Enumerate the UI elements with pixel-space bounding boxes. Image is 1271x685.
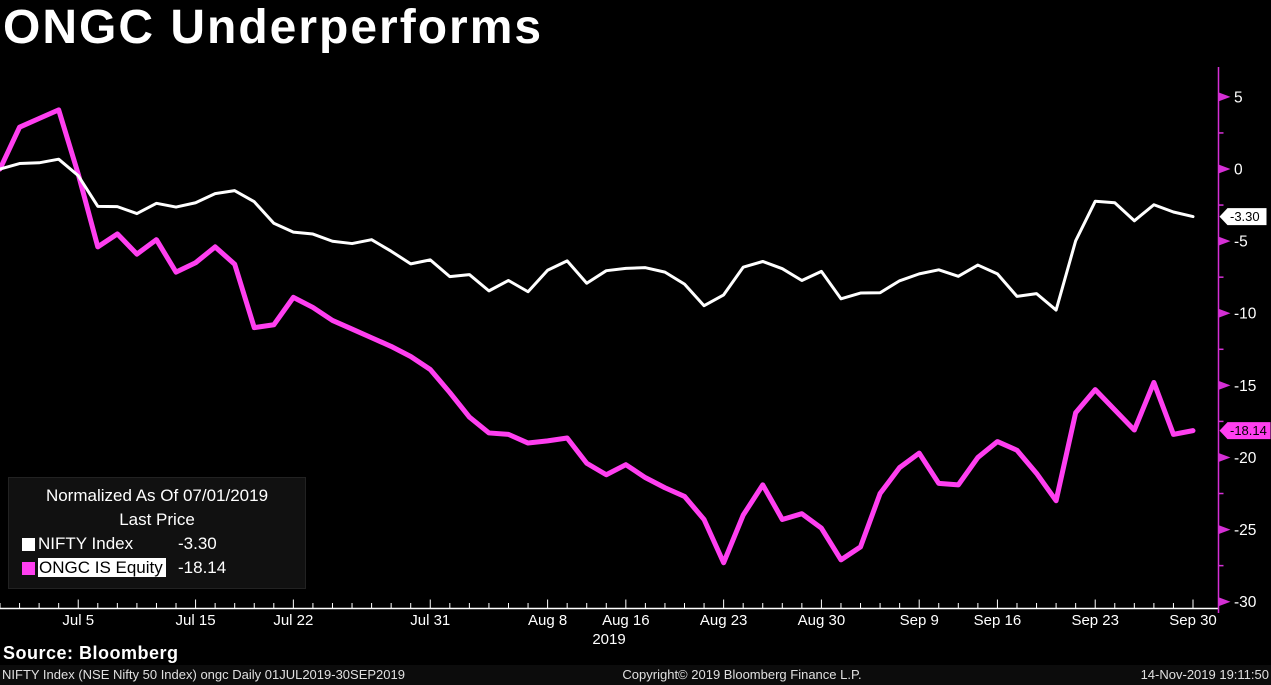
y-major-tick-arrow bbox=[1218, 164, 1231, 174]
y-tick-label: -30 bbox=[1234, 594, 1257, 611]
ongc-label: ONGC IS Equity bbox=[38, 556, 178, 580]
y-tick-label: 5 bbox=[1234, 89, 1243, 106]
ongc-label-highlight: ONGC IS Equity bbox=[38, 558, 166, 577]
last-price-tag: -18.14 bbox=[1219, 422, 1271, 440]
legend-entry-ongc[interactable]: ONGC IS Equity -18.14 bbox=[9, 556, 305, 580]
nifty-label: NIFTY Index bbox=[38, 534, 134, 553]
footer-bar: NIFTY Index (NSE Nifty 50 Index) ongc Da… bbox=[0, 665, 1271, 685]
x-tick-label: Aug 16 bbox=[602, 612, 650, 629]
last-price-tag-text: -18.14 bbox=[1230, 423, 1267, 438]
footer-timestamp: 14-Nov-2019 19:11:50 bbox=[1140, 667, 1269, 682]
footer-copyright: Copyright© 2019 Bloomberg Finance L.P. bbox=[622, 667, 862, 682]
legend-subtitle: Last Price bbox=[119, 510, 195, 529]
y-major-tick-arrow bbox=[1218, 92, 1231, 102]
last-price-tag: -3.30 bbox=[1219, 208, 1267, 226]
y-tick-label: -5 bbox=[1234, 234, 1248, 251]
y-major-tick-arrow bbox=[1218, 380, 1231, 390]
legend-normalized-note: Normalized As Of 07/01/2019 bbox=[45, 486, 269, 505]
last-price-tag-text: -3.30 bbox=[1230, 209, 1260, 224]
x-tick-label: Jul 22 bbox=[273, 612, 313, 629]
y-major-tick-arrow bbox=[1218, 452, 1231, 462]
y-tick-label: -15 bbox=[1234, 378, 1256, 395]
y-tick-label: -20 bbox=[1234, 450, 1257, 467]
series-line-nifty-index bbox=[0, 157, 1195, 312]
last-price-tag-box bbox=[1219, 208, 1267, 226]
x-tick-label: Aug 23 bbox=[700, 612, 748, 629]
x-tick-label: Jul 15 bbox=[176, 612, 216, 629]
legend-entry-nifty[interactable]: NIFTY Index -3.30 bbox=[9, 532, 305, 556]
x-tick-label: Jul 5 bbox=[62, 612, 94, 629]
source-attribution: Source: Bloomberg bbox=[3, 643, 179, 663]
x-axis-year-label: 2019 bbox=[592, 631, 625, 648]
footer-security-info: NIFTY Index (NSE Nifty 50 Index) ongc Da… bbox=[2, 667, 405, 682]
x-tick-label: Aug 8 bbox=[528, 612, 567, 629]
y-major-tick-arrow bbox=[1218, 597, 1231, 607]
x-tick-label: Aug 30 bbox=[798, 612, 846, 629]
y-tick-label: 0 bbox=[1234, 162, 1243, 179]
x-tick-label: Sep 30 bbox=[1169, 612, 1217, 629]
y-tick-label: -10 bbox=[1234, 306, 1257, 323]
ongc-swatch-icon bbox=[22, 561, 35, 575]
x-tick-label: Sep 23 bbox=[1071, 612, 1119, 629]
y-tick-label: -25 bbox=[1234, 522, 1256, 539]
ongc-last-price: -18.14 bbox=[178, 558, 227, 577]
x-tick-label: Jul 31 bbox=[410, 612, 450, 629]
y-major-tick-arrow bbox=[1218, 308, 1231, 318]
nifty-last-price: -3.30 bbox=[178, 534, 217, 553]
y-major-tick-arrow bbox=[1218, 525, 1231, 535]
last-price-tag-box bbox=[1219, 422, 1271, 440]
y-major-tick-arrow bbox=[1218, 236, 1231, 246]
x-tick-label: Sep 16 bbox=[974, 612, 1022, 629]
x-tick-label: Sep 9 bbox=[900, 612, 939, 629]
series-line-ongc-is-equity bbox=[0, 107, 1196, 566]
nifty-swatch-icon bbox=[22, 537, 35, 551]
page-title: ONGC Underperforms bbox=[3, 1, 544, 54]
legend-box: Normalized As Of 07/01/2019 Last Price N… bbox=[8, 477, 306, 589]
